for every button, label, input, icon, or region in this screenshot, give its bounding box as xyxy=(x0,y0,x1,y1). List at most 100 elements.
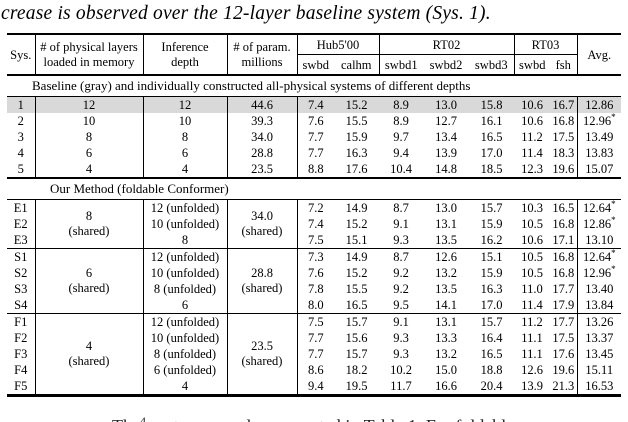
wer-cell: 11.2 xyxy=(521,315,543,329)
avg-value: 13.49 xyxy=(585,130,614,144)
wer-cell: 10.6 xyxy=(521,114,543,128)
shared-layers-value: 6 xyxy=(85,266,93,280)
wer-cell: 16.2 xyxy=(480,233,503,247)
wer-cell: 11.1 xyxy=(521,347,543,361)
avg-value: 13.37 xyxy=(585,331,614,345)
sys-cell: E3 xyxy=(7,232,36,249)
table-row-e1: E1 8 (shared) 12 (unfolded) 34.0 (shared… xyxy=(7,199,621,249)
col-header-params-line2: millions xyxy=(241,54,283,69)
wer-cell: 15.7 xyxy=(480,315,503,329)
wer-cell: 16.5 xyxy=(480,130,503,144)
table-row-e2: E2 10 (unfolded) 7.4 15.2 9.1 13.1 15.9 … xyxy=(7,216,621,232)
wer-cell: 13.2 xyxy=(435,266,457,280)
group-header-rt03: RT03 xyxy=(514,34,578,55)
avg-value: 13.83 xyxy=(585,146,614,160)
wer-cell: 15.1 xyxy=(345,233,368,247)
wer-cell: 9.3 xyxy=(393,331,409,345)
sub-header-swbd1: swbd1 xyxy=(384,57,418,72)
shared-layers-note: (shared) xyxy=(68,354,110,368)
wer-cell: 18.5 xyxy=(480,162,503,176)
shared-layers-value: 8 xyxy=(85,209,93,223)
wer-cell: 19.6 xyxy=(550,161,578,178)
significance-star: * xyxy=(611,113,616,122)
wer-cell: 10.5 xyxy=(521,250,543,264)
table-row-f4: F4 6 (unfolded) 8.6 18.2 10.2 15.0 18.8 … xyxy=(7,362,621,378)
depth-cell: 8 (unfolded) xyxy=(143,281,228,297)
avg-cell: 13.45 xyxy=(577,346,621,362)
avg-cell: 13.83 xyxy=(577,145,621,161)
avg-value: 13.40 xyxy=(585,282,614,296)
section-method-title: Our Method (foldable Conformer) xyxy=(7,178,622,200)
wer-cell: 17.7 xyxy=(550,313,578,330)
caption-top: crease is observed over the 12-layer bas… xyxy=(1,3,491,24)
baseline-section-title: Baseline (gray) and individually constru… xyxy=(32,78,471,93)
wer-cell: 8.7 xyxy=(393,201,409,215)
results-table: Sys. # of physical layers loaded in memo… xyxy=(7,33,622,397)
table-row-s2: S2 10 (unfolded) 7.6 15.2 9.2 13.2 15.9 … xyxy=(7,265,621,281)
wer-cell: 11.1 xyxy=(521,331,543,345)
wer-cell: 14.9 xyxy=(345,201,368,215)
sub-header-swbd2: swbd2 xyxy=(429,57,463,72)
wer-cell: 13.9 xyxy=(435,146,457,160)
depth-cell: 4 xyxy=(143,161,228,178)
depth-cell: 6 (unfolded) xyxy=(143,362,228,378)
shared-params-value: 28.8 xyxy=(251,266,273,280)
layers-cell: 4 xyxy=(35,161,144,178)
wer-cell: 17.0 xyxy=(480,298,503,312)
sys-cell: F5 xyxy=(7,378,36,396)
layers-cell: 10 xyxy=(35,113,144,129)
wer-cell: 9.2 xyxy=(393,282,409,296)
section-title-row: Baseline (gray) and individually constru… xyxy=(7,75,621,97)
table-row-f5: F5 4 9.4 19.5 11.7 16.6 20.4 13.9 21.3 1… xyxy=(7,378,621,396)
shared-params-cell: 34.0 (shared) xyxy=(227,199,298,249)
sub-header-swbd-hub: swbd xyxy=(302,57,329,72)
sys-cell: S1 xyxy=(7,248,36,265)
wer-cell: 15.7 xyxy=(345,347,368,361)
wer-cell: 9.3 xyxy=(393,233,409,247)
wer-cell: 13.9 xyxy=(521,379,543,393)
table-row-sys3: 3 8 8 34.0 7.7 15.9 9.7 13.4 16.5 11.2 1… xyxy=(7,129,621,145)
sys-cell: 5 xyxy=(7,161,36,178)
depth-cell: 4 xyxy=(143,378,228,396)
shared-layers-value: 4 xyxy=(85,339,93,353)
table-row-sys4: 4 6 6 28.8 7.7 16.3 9.4 13.9 17.0 11.4 1… xyxy=(7,145,621,161)
significance-star: * xyxy=(611,265,616,274)
wer-cell: 16.5 xyxy=(550,199,578,216)
wer-cell: 19.5 xyxy=(345,379,368,393)
wer-cell: 9.1 xyxy=(393,315,409,329)
table-row-s3: S3 8 (unfolded) 7.8 15.5 9.2 13.5 16.3 1… xyxy=(7,281,621,297)
wer-cell: 12.6 xyxy=(521,363,543,377)
wer-cell: 7.5 xyxy=(307,233,324,247)
wer-cell: 16.8 xyxy=(550,216,578,232)
wer-cell: 16.8 xyxy=(550,248,578,265)
wer-cell: 16.3 xyxy=(345,146,368,160)
wer-cell: 19.6 xyxy=(550,362,578,378)
wer-cell: 16.1 xyxy=(480,114,503,128)
col-header-inference: Inference depth xyxy=(143,34,228,75)
wer-cell: 17.0 xyxy=(480,146,503,160)
wer-cell: 10.2 xyxy=(390,363,412,377)
sub-header-swbd3: swbd3 xyxy=(469,54,515,75)
wer-cell: 7.4 xyxy=(297,96,334,113)
avg-value: 12.64 xyxy=(582,250,612,264)
shared-params-cell: 23.5 (shared) xyxy=(227,313,298,396)
layers-cell: 12 xyxy=(35,96,144,113)
s-block-rows: S1 6 (shared) 12 (unfolded) 28.8 (shared… xyxy=(7,248,622,314)
wer-cell: 15.5 xyxy=(345,114,368,128)
wer-cell: 15.7 xyxy=(480,201,503,215)
avg-cell: 13.49 xyxy=(577,129,621,145)
avg-value: 12.86 xyxy=(585,98,614,112)
wer-cell: 9.3 xyxy=(393,347,409,361)
wer-cell: 7.3 xyxy=(307,250,324,264)
avg-cell: 12.64* xyxy=(577,200,621,217)
wer-cell: 8.6 xyxy=(307,363,324,377)
sys-cell: F2 xyxy=(7,330,36,346)
wer-cell: 7.2 xyxy=(307,201,324,215)
wer-cell: 7.8 xyxy=(307,282,324,296)
wer-cell: 17.1 xyxy=(550,232,578,249)
wer-cell: 16.7 xyxy=(550,96,578,113)
wer-cell: 17.5 xyxy=(550,129,578,145)
wer-cell: 13.5 xyxy=(435,233,457,247)
table-row-f3: F3 8 (unfolded) 7.7 15.7 9.3 13.2 16.5 1… xyxy=(7,346,621,362)
avg-value: 15.11 xyxy=(585,363,614,377)
